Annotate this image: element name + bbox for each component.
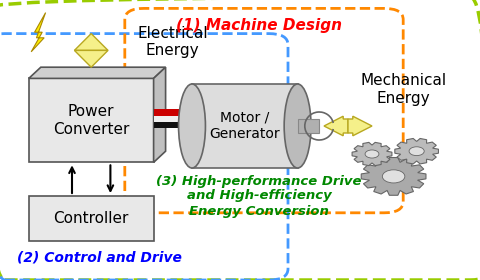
Text: Electrical
Energy: Electrical Energy — [137, 26, 208, 58]
FancyArrow shape — [324, 116, 348, 136]
Circle shape — [365, 150, 379, 158]
Polygon shape — [395, 139, 438, 164]
FancyArrow shape — [348, 116, 372, 136]
Polygon shape — [31, 13, 46, 52]
Text: (1) Machine Design: (1) Machine Design — [176, 18, 342, 33]
Polygon shape — [352, 143, 392, 165]
Bar — [192, 84, 298, 168]
Bar — [154, 122, 179, 128]
Bar — [154, 109, 179, 116]
Ellipse shape — [284, 84, 311, 168]
Text: (2) Control and Drive: (2) Control and Drive — [17, 251, 181, 265]
Text: Controller: Controller — [53, 211, 129, 226]
FancyArrow shape — [74, 34, 108, 50]
Bar — [154, 116, 179, 122]
Circle shape — [409, 147, 424, 156]
Bar — [298, 119, 319, 133]
Bar — [29, 196, 154, 241]
Text: Power
Converter: Power Converter — [53, 104, 130, 137]
Circle shape — [383, 170, 405, 183]
Ellipse shape — [179, 84, 205, 168]
Polygon shape — [29, 67, 166, 78]
Text: Mechanical
Energy: Mechanical Energy — [360, 73, 446, 106]
Text: Motor /
Generator: Motor / Generator — [209, 111, 280, 141]
FancyArrow shape — [74, 50, 108, 67]
Text: (3) High-performance Drive
and High-efficiency
Energy Conversion: (3) High-performance Drive and High-effi… — [156, 174, 362, 218]
Polygon shape — [154, 67, 166, 162]
Polygon shape — [361, 158, 426, 195]
Bar — [29, 78, 154, 162]
